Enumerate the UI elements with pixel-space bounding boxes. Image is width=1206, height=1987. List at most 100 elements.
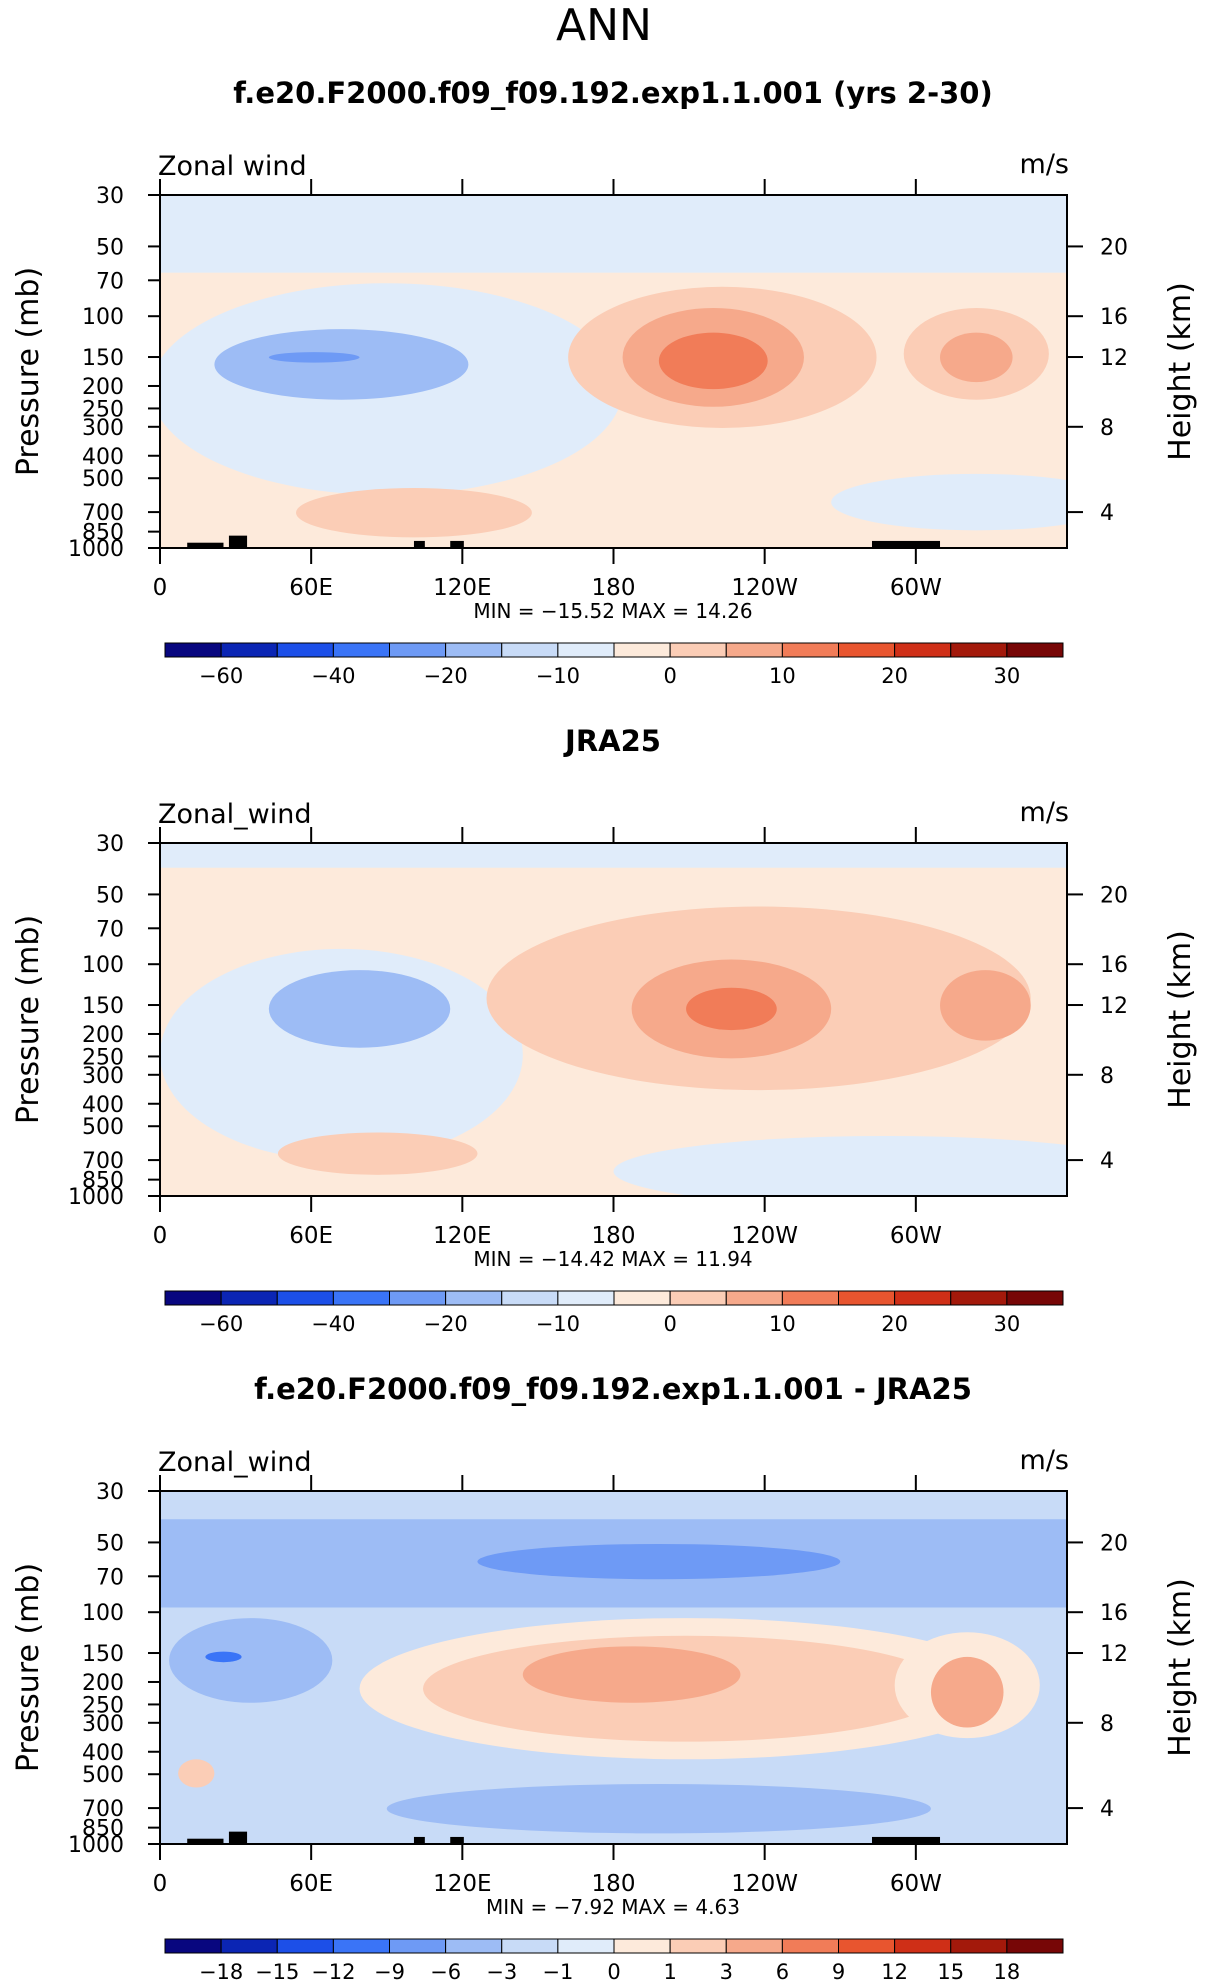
height-tick-label: 20	[1100, 883, 1128, 908]
colorbar-swatch	[669, 642, 727, 658]
x-tick-label: 60W	[890, 575, 942, 601]
units-label: m/s	[1020, 149, 1069, 180]
colorbar-label: 15	[937, 1960, 964, 1984]
colorbar-swatch	[838, 1290, 896, 1306]
y-tick-label: 100	[82, 1601, 124, 1626]
colorbar-swatch	[725, 1938, 783, 1954]
y-tick-label: 300	[82, 1064, 124, 1089]
x-tick-label: 120E	[433, 1871, 491, 1897]
colorbar-label: 0	[607, 1960, 620, 1984]
y-tick-label: 150	[82, 346, 124, 371]
topography-block	[228, 1831, 248, 1844]
units-label: m/s	[1020, 797, 1069, 828]
y-tick-label: 200	[82, 1671, 124, 1696]
contour-positive2-core	[930, 1656, 1004, 1728]
colorbar-label: −10	[536, 664, 580, 688]
colorbar-swatch	[389, 642, 447, 658]
x-tick-label: 0	[153, 1871, 168, 1897]
topography-block	[413, 540, 425, 548]
x-tick-label: 60E	[289, 1871, 333, 1897]
x-tick-label: 120W	[731, 575, 798, 601]
colorbar-label: −60	[199, 664, 243, 688]
colorbar-swatch	[389, 1290, 447, 1306]
height-tick-label: 4	[1100, 1149, 1114, 1174]
colorbar-label: 10	[769, 1312, 796, 1336]
colorbar-swatch	[613, 1938, 671, 1954]
panel-2: JRA25 Zonal_wind m/s 0 60E 120E 180 120W 60W 30 50…	[11, 724, 1198, 1336]
contour-negative-core	[268, 970, 451, 1048]
y-axis-title-right: Height (km)	[1163, 1578, 1198, 1757]
x-tick-label: 180	[592, 575, 636, 601]
contour-negative-left-max	[205, 1651, 242, 1663]
colorbar-label: −15	[255, 1960, 299, 1984]
x-tick-label: 120E	[433, 575, 491, 601]
colorbar-label: 1	[663, 1960, 676, 1984]
colorbar-swatch	[164, 642, 222, 658]
y-axis-title: Pressure (mb)	[11, 1563, 46, 1772]
colorbar-label: 12	[881, 1960, 908, 1984]
topography-block	[187, 542, 224, 548]
y-tick-label: 300	[82, 1712, 124, 1737]
x-tick-label: 180	[592, 1871, 636, 1897]
x-tick-label: 0	[153, 1223, 168, 1249]
colorbar-swatch	[445, 1290, 503, 1306]
y-axis-title-right: Height (km)	[1163, 282, 1198, 461]
y-tick-label: 400	[82, 445, 124, 470]
min-max-stats: MIN = −15.52 MAX = 14.26	[473, 599, 752, 623]
contour-sfc-positive	[296, 487, 532, 538]
y-axis-title: Pressure (mb)	[11, 915, 46, 1124]
contour-negative-left	[169, 1618, 333, 1703]
colorbar-swatch	[781, 642, 839, 658]
colorbar-swatch	[894, 1938, 952, 1954]
x-tick-label: 120W	[731, 1223, 798, 1249]
colorbar-label: 30	[994, 1312, 1021, 1336]
x-tick-label: 60E	[289, 575, 333, 601]
height-tick-label: 16	[1100, 305, 1128, 330]
colorbar-swatch	[332, 1290, 390, 1306]
y-tick-label: 850	[82, 1169, 124, 1194]
topography-block	[187, 1838, 224, 1844]
colorbar-swatch	[501, 1290, 559, 1306]
y-tick-label: 500	[82, 467, 124, 492]
x-tick-label: 60E	[289, 1223, 333, 1249]
height-tick-label: 20	[1100, 1531, 1128, 1556]
y-tick-label: 70	[96, 1565, 124, 1590]
height-tick-label: 20	[1100, 235, 1128, 260]
y-tick-label: 100	[82, 305, 124, 330]
panels: f.e20.F2000.f09_f09.192.exp1.1.001 (yrs …	[11, 76, 1198, 1984]
y-tick-label: 250	[82, 397, 124, 422]
contour-positive-core	[522, 1646, 741, 1703]
y-tick-label: 700	[82, 501, 124, 526]
height-tick-label: 16	[1100, 1601, 1128, 1626]
x-tick-label: 120W	[731, 1871, 798, 1897]
colorbar-label: −60	[199, 1312, 243, 1336]
y-tick-label: 850	[82, 1817, 124, 1842]
contour-top-band	[160, 843, 1067, 868]
contour-negative-max	[268, 352, 360, 363]
colorbar-swatch	[838, 1938, 896, 1954]
y-tick-label: 30	[96, 832, 124, 857]
colorbar-label: 20	[881, 1312, 908, 1336]
colorbar-swatch	[950, 1290, 1008, 1306]
x-tick-label: 0	[153, 575, 168, 601]
height-tick-label: 4	[1100, 1797, 1114, 1822]
topography-block	[413, 1836, 425, 1844]
colorbar-label: −1	[542, 1960, 573, 1984]
colorbar-swatch	[220, 1938, 278, 1954]
y-tick-label: 1000	[68, 537, 124, 562]
colorbar-swatch	[669, 1938, 727, 1954]
height-tick-label: 8	[1100, 416, 1114, 441]
colorbar-swatch	[950, 1938, 1008, 1954]
contour-top-band	[160, 1491, 1067, 1520]
y-tick-label: 100	[82, 953, 124, 978]
y-tick-label: 150	[82, 1642, 124, 1667]
contour-sfc-negative	[613, 1136, 1067, 1196]
variable-label: Zonal_wind	[158, 1447, 312, 1478]
colorbar-swatch	[445, 1938, 503, 1954]
colorbar-swatch	[332, 642, 390, 658]
topography-block	[871, 540, 941, 548]
colorbar-swatch	[1006, 642, 1064, 658]
topography-block	[450, 540, 464, 548]
x-tick-label: 180	[592, 1223, 636, 1249]
colorbar-swatch	[613, 642, 671, 658]
